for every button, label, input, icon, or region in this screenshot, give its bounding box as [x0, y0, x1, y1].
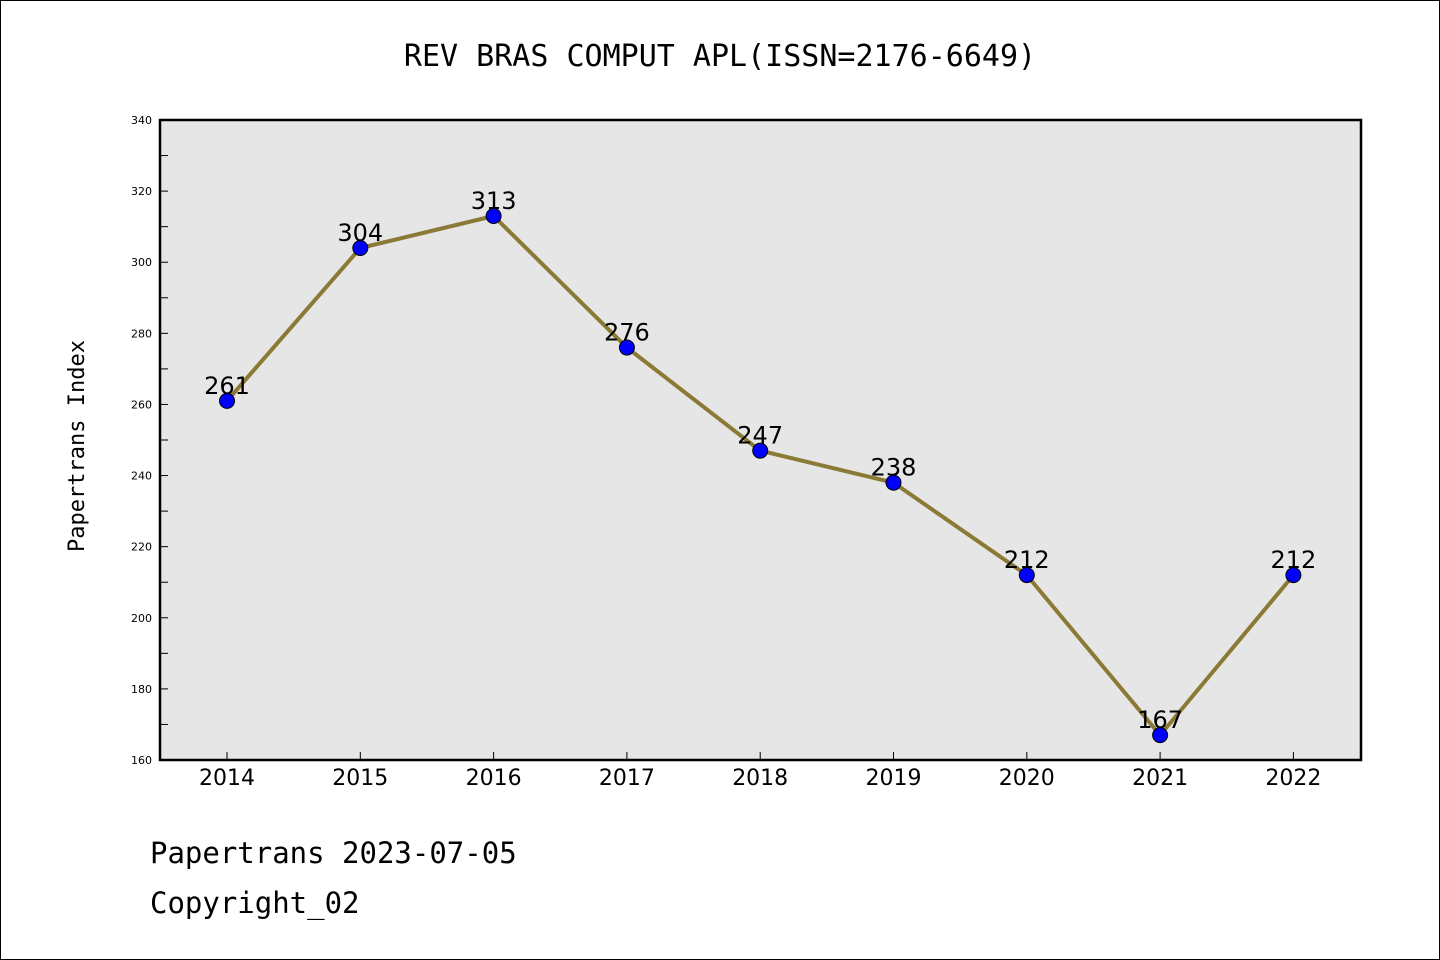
data-point [885, 474, 902, 491]
x-tick-label: 2014 [199, 766, 255, 791]
y-tick-label: 300 [131, 256, 152, 269]
x-tick-label: 2020 [999, 766, 1055, 791]
y-tick-label: 200 [131, 612, 152, 625]
y-tick-label: 280 [131, 327, 152, 340]
data-point [1285, 567, 1302, 584]
data-label: 212 [1004, 546, 1050, 574]
data-point [219, 392, 235, 409]
data-label: 238 [871, 454, 917, 482]
y-tick-label: 220 [131, 541, 152, 554]
x-tick-label: 2019 [866, 766, 922, 791]
x-tick-label: 2016 [466, 766, 522, 791]
y-tick-label: 240 [131, 470, 152, 483]
x-tick-label: 2022 [1265, 766, 1321, 791]
data-point [485, 208, 502, 224]
y-tick-label: 320 [131, 185, 152, 198]
plot-border [158, 118, 1363, 762]
x-tick-label: 2021 [1132, 766, 1188, 791]
data-label: 247 [737, 422, 783, 450]
y-tick-label: 260 [131, 398, 152, 411]
data-label: 313 [471, 187, 517, 215]
x-tick-label: 2015 [332, 766, 388, 791]
data-label: 167 [1137, 706, 1183, 734]
data-point [1152, 727, 1169, 744]
data-point [1018, 567, 1035, 584]
x-tick-label: 2018 [732, 766, 788, 791]
y-tick-label: 340 [131, 114, 152, 127]
data-point [352, 240, 369, 256]
data-label: 261 [204, 372, 250, 400]
x-tick-label: 2017 [599, 766, 655, 791]
y-tick-label: 180 [131, 683, 152, 696]
data-point [618, 339, 635, 356]
y-tick-label: 160 [131, 754, 152, 767]
data-label: 212 [1270, 546, 1316, 574]
footer-date-line: Papertrans 2023-07-05 [150, 836, 517, 870]
data-label: 304 [337, 219, 383, 247]
data-label: 276 [604, 319, 650, 347]
footer-copyright: Copyright_02 [150, 886, 360, 920]
data-point [752, 442, 769, 459]
y-axis-label: Papertrans Index [65, 340, 90, 552]
plot-area [160, 120, 1361, 760]
chart-title: REV BRAS COMPUT APL(ISSN=2176-6649) [404, 39, 1036, 74]
